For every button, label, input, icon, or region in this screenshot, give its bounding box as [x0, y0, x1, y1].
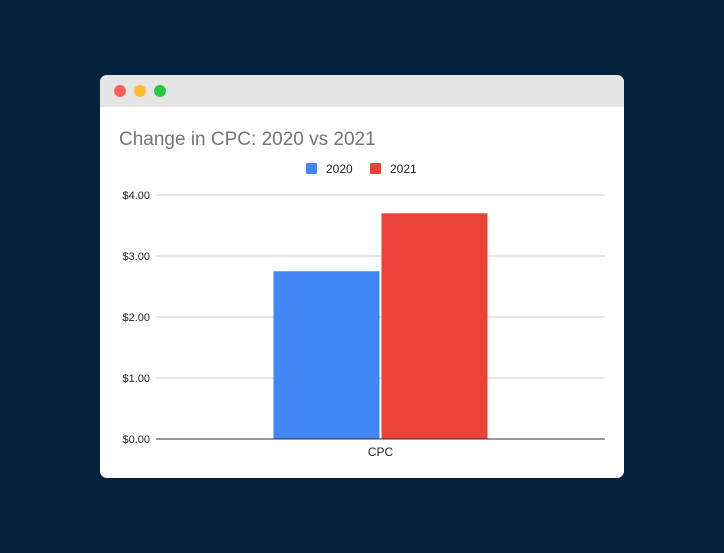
bar-2020: [273, 271, 380, 439]
x-category-label: CPC: [368, 445, 394, 459]
bar-chart: Change in CPC: 2020 vs 2021 2020 2021 $0…: [119, 129, 605, 459]
bar-2021: [381, 213, 488, 439]
legend: 2020 2021: [306, 162, 417, 176]
y-tick-label: $4.00: [122, 190, 150, 202]
y-tick-label: $2.00: [122, 312, 150, 324]
chart-window: Change in CPC: 2020 vs 2021 2020 2021 $0…: [100, 75, 624, 478]
chart-title: Change in CPC: 2020 vs 2021: [119, 129, 376, 150]
y-tick-label: $1.00: [122, 373, 150, 385]
legend-swatch-2020: [306, 163, 317, 174]
legend-swatch-2021: [370, 163, 381, 174]
bars: [273, 213, 488, 439]
zoom-window-button[interactable]: [154, 85, 166, 97]
gridlines: [156, 194, 605, 379]
close-window-button[interactable]: [114, 85, 126, 97]
minimize-window-button[interactable]: [134, 85, 146, 97]
y-tick-label: $0.00: [122, 434, 150, 446]
legend-label-2020: 2020: [326, 162, 353, 176]
window-titlebar: [100, 75, 624, 107]
y-axis-ticks: $0.00 $1.00 $2.00 $3.00 $4.00: [122, 190, 150, 446]
y-tick-label: $3.00: [122, 251, 150, 263]
legend-label-2021: 2021: [390, 162, 417, 176]
